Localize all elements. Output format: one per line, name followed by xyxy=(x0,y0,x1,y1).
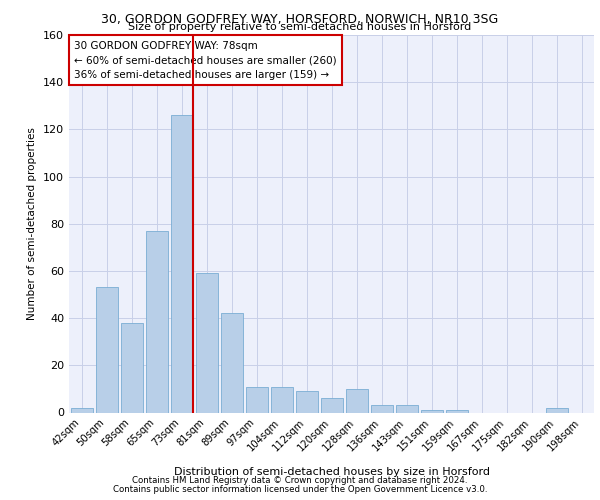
Y-axis label: Number of semi-detached properties: Number of semi-detached properties xyxy=(28,128,37,320)
Text: 30 GORDON GODFREY WAY: 78sqm
← 60% of semi-detached houses are smaller (260)
36%: 30 GORDON GODFREY WAY: 78sqm ← 60% of se… xyxy=(74,40,337,80)
Bar xyxy=(296,392,317,412)
Bar xyxy=(445,410,467,412)
Bar xyxy=(421,410,443,412)
Bar xyxy=(71,408,92,412)
Bar xyxy=(395,406,418,412)
Bar xyxy=(95,288,118,412)
Text: Size of property relative to semi-detached houses in Horsford: Size of property relative to semi-detach… xyxy=(128,22,472,32)
Text: 30, GORDON GODFREY WAY, HORSFORD, NORWICH, NR10 3SG: 30, GORDON GODFREY WAY, HORSFORD, NORWIC… xyxy=(101,12,499,26)
Bar xyxy=(320,398,343,412)
Bar xyxy=(346,389,367,412)
Bar xyxy=(545,408,568,412)
Bar xyxy=(146,231,167,412)
X-axis label: Distribution of semi-detached houses by size in Horsford: Distribution of semi-detached houses by … xyxy=(173,467,490,477)
Text: Contains public sector information licensed under the Open Government Licence v3: Contains public sector information licen… xyxy=(113,484,487,494)
Bar xyxy=(245,386,268,412)
Text: Contains HM Land Registry data © Crown copyright and database right 2024.: Contains HM Land Registry data © Crown c… xyxy=(132,476,468,485)
Bar xyxy=(196,274,218,412)
Bar xyxy=(170,115,193,412)
Bar xyxy=(271,386,293,412)
Bar xyxy=(121,323,143,412)
Bar xyxy=(221,314,242,412)
Bar xyxy=(371,406,392,412)
